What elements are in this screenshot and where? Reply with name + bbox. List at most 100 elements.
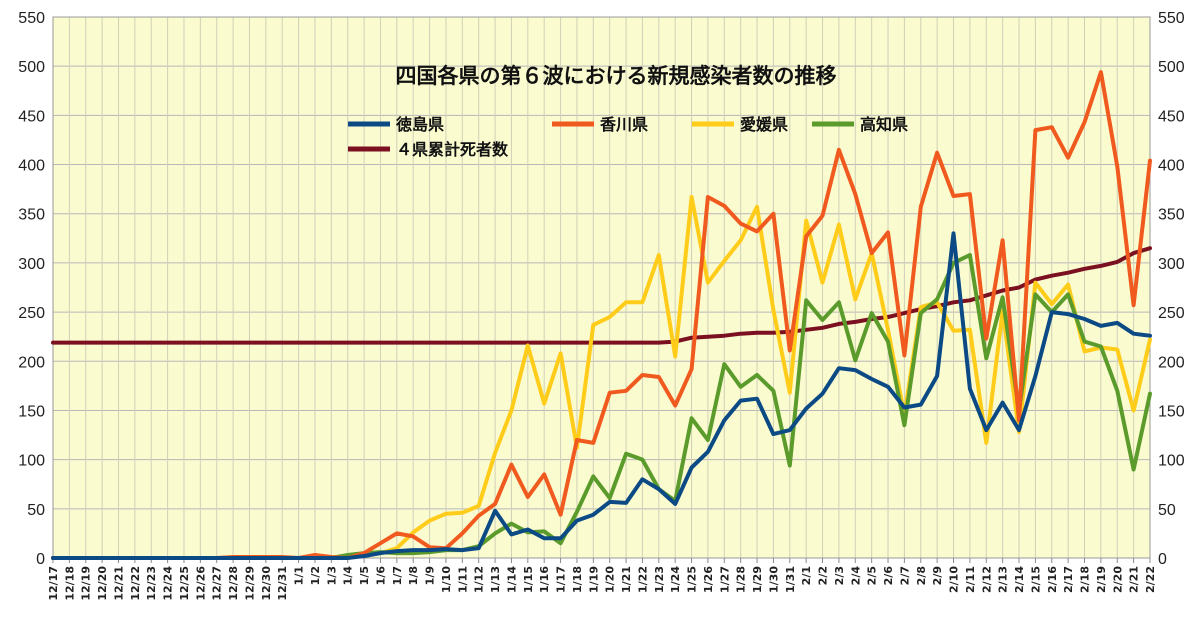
y-tick-label-left: 200 [18, 354, 45, 371]
x-tick-label: 2/14 [1013, 566, 1026, 593]
y-tick-label-left: 550 [18, 10, 45, 27]
x-tick-label: 2/5 [866, 566, 879, 585]
x-tick-label: 12/22 [129, 566, 142, 601]
x-tick-label: 1/24 [669, 566, 682, 593]
legend-label: ４県累計死者数 [396, 140, 509, 159]
axes [52, 16, 1151, 563]
legend-label: 愛媛県 [740, 115, 788, 134]
y-tick-label-left: 300 [18, 256, 45, 273]
x-tick-label: 1/3 [325, 566, 338, 585]
tick-labels: 0 50 100 150 200 250 300 350 400 450 500 550 0 50 100 1… [18, 10, 1185, 601]
y-tick-label-right: 100 [1158, 453, 1185, 470]
series-line-4 [51, 246, 1152, 345]
x-tick-label: 1/11 [456, 566, 469, 593]
y-tick-label-left: 0 [36, 551, 45, 568]
legend-label: 徳島県 [395, 115, 444, 134]
y-tick-label-right: 0 [1158, 551, 1167, 568]
x-tick-label: 1/2 [309, 566, 322, 585]
x-tick-label: 1/12 [473, 566, 486, 593]
x-tick-label: 1/13 [489, 566, 502, 593]
x-tick-label: 12/18 [63, 566, 76, 601]
x-tick-label: 1/28 [735, 566, 748, 593]
x-tick-label: 1/4 [342, 566, 355, 586]
x-tick-label: 1/29 [751, 566, 764, 593]
x-tick-label: 12/23 [145, 566, 158, 601]
x-tick-label: 2/17 [1062, 566, 1075, 593]
series-lines [51, 70, 1152, 560]
x-tick-label: 1/30 [767, 566, 780, 593]
y-tick-label-left: 250 [18, 305, 45, 322]
x-tick-label: 1/20 [604, 566, 617, 593]
x-tick-label: 12/17 [47, 566, 60, 601]
y-tick-label-right: 300 [1158, 256, 1185, 273]
x-tick-label: 2/21 [1128, 566, 1141, 593]
y-tick-label-right: 200 [1158, 354, 1185, 371]
x-tick-label: 1/21 [620, 566, 633, 593]
plot-area [53, 17, 1150, 558]
x-tick-label: 1/14 [505, 566, 518, 593]
y-tick-label-right: 450 [1158, 108, 1185, 125]
x-tick-label: 2/10 [948, 566, 961, 593]
x-tick-label: 2/9 [931, 566, 944, 585]
x-tick-label: 1/5 [358, 566, 371, 585]
y-tick-label-left: 150 [18, 403, 45, 420]
x-tick-label: 1/27 [718, 566, 731, 593]
x-tick-label: 2/4 [849, 566, 862, 586]
x-tick-label: 2/6 [882, 566, 895, 586]
plot-border [52, 16, 1151, 559]
x-tick-label: 2/19 [1095, 566, 1108, 593]
legend: 徳島県 香川県 愛媛県 高知県 ４県累計死者数 [348, 115, 908, 159]
y-tick-label-right: 250 [1158, 305, 1185, 322]
x-tick-label: 12/21 [112, 566, 125, 601]
y-tick-label-left: 350 [18, 207, 45, 224]
x-tick-label: 1/23 [653, 566, 666, 593]
x-tick-label: 12/24 [162, 566, 175, 601]
x-tick-label: 2/15 [1029, 566, 1042, 593]
x-tick-label: 1/26 [702, 566, 715, 593]
y-tick-label-right: 150 [1158, 403, 1185, 420]
x-tick-label: 1/25 [686, 566, 699, 593]
x-tick-label: 2/18 [1079, 566, 1092, 593]
x-tick-label: 2/13 [997, 566, 1010, 593]
x-tick-label: 12/28 [227, 566, 240, 601]
x-tick-label: 2/2 [817, 566, 830, 585]
x-tick-label: 1/9 [424, 566, 437, 585]
chart-title: 四国各県の第６波における新規感染者数の推移 [396, 64, 837, 88]
x-tick-label: 1/8 [407, 566, 420, 585]
x-tick-label: 1/10 [440, 566, 453, 593]
x-tick-label: 2/20 [1111, 566, 1124, 593]
legend-label: 香川県 [599, 115, 648, 134]
x-tick-label: 1/1 [293, 566, 306, 585]
x-tick-label: 1/16 [538, 566, 551, 593]
x-tick-label: 12/26 [194, 566, 207, 601]
y-tick-label-left: 500 [18, 59, 45, 76]
x-tick-label: 12/27 [211, 566, 224, 601]
x-tick-label: 1/6 [374, 566, 387, 586]
x-tick-label: 1/17 [555, 566, 568, 593]
x-tick-label: 1/31 [784, 566, 797, 593]
y-tick-label-right: 550 [1158, 10, 1185, 27]
x-tick-label: 2/22 [1144, 566, 1157, 593]
x-tick-label: 2/1 [800, 566, 813, 585]
series-line-0 [51, 231, 1152, 560]
x-tick-label: 12/25 [178, 566, 191, 601]
y-tick-label-right: 50 [1158, 502, 1176, 519]
x-tick-label: 1/15 [522, 566, 535, 593]
x-tick-label: 1/18 [571, 566, 584, 593]
x-tick-label: 2/11 [964, 566, 977, 593]
x-tick-label: 12/30 [260, 566, 273, 601]
x-tick-label: 12/20 [96, 566, 109, 601]
x-tick-label: 2/16 [1046, 566, 1059, 593]
y-tick-label-right: 500 [1158, 59, 1185, 76]
y-tick-label-left: 450 [18, 108, 45, 125]
y-tick-label-left: 50 [27, 502, 45, 519]
y-tick-label-right: 400 [1158, 158, 1185, 175]
x-tick-label: 1/19 [587, 566, 600, 593]
y-tick-label-right: 350 [1158, 207, 1185, 224]
x-tick-label: 2/3 [833, 566, 846, 585]
y-tick-label-left: 400 [18, 158, 45, 175]
x-tick-label: 12/29 [243, 566, 256, 601]
legend-label: 高知県 [860, 115, 908, 134]
